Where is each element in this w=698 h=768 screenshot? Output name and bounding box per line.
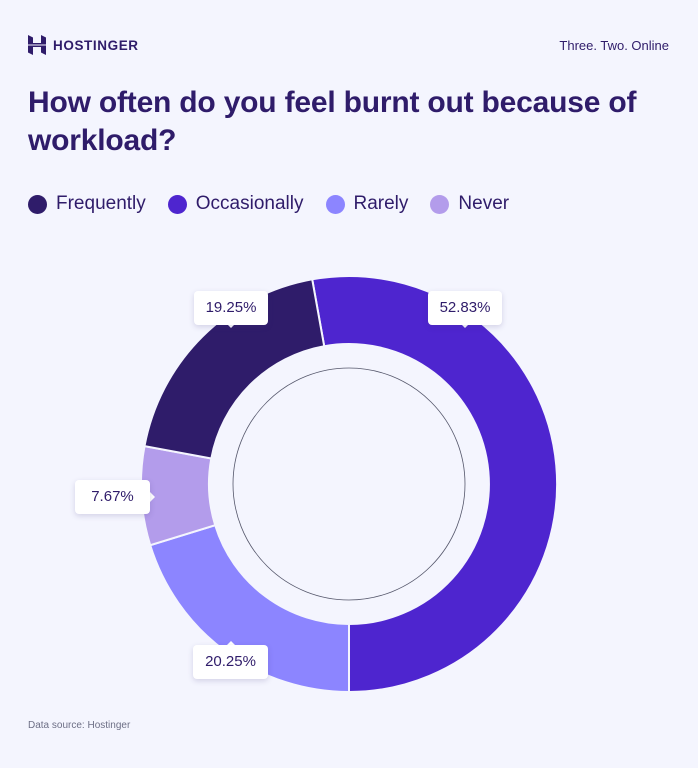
legend-swatch-rarely xyxy=(325,194,345,214)
brand-logo: HOSTINGER xyxy=(28,35,139,55)
legend-item-never: Never xyxy=(430,193,509,215)
legend-swatch-never xyxy=(430,194,450,214)
callout-pointer-never xyxy=(150,492,155,502)
legend-item-occasionally: Occasionally xyxy=(167,193,304,215)
data-label-rarely: 20.25% xyxy=(193,645,268,679)
legend-item-frequently: Frequently xyxy=(28,193,146,215)
brand-name: HOSTINGER xyxy=(53,37,139,53)
legend-label: Frequently xyxy=(56,193,146,214)
chart-legend: Frequently Occasionally Rarely Never xyxy=(28,193,531,215)
tagline: Three. Two. Online xyxy=(559,38,669,53)
legend-swatch-occasionally xyxy=(167,194,187,214)
callout-pointer-rarely xyxy=(226,641,236,646)
hostinger-logo-icon xyxy=(28,35,46,55)
data-label-occasionally: 52.83% xyxy=(428,291,502,325)
legend-label: Occasionally xyxy=(195,193,304,214)
legend-label: Never xyxy=(458,193,510,214)
data-label-never: 7.67% xyxy=(75,480,150,514)
legend-label: Rarely xyxy=(353,193,409,214)
data-label-frequently: 19.25% xyxy=(194,291,268,325)
chart-title: How often do you feel burnt out because … xyxy=(28,86,637,157)
inner-ring-outline xyxy=(232,367,466,601)
legend-swatch-frequently xyxy=(28,194,47,214)
legend-item-rarely: Rarely xyxy=(325,193,409,215)
slice-occasionally xyxy=(311,275,559,694)
data-source: Data source: Hostinger xyxy=(28,720,131,731)
slice-frequently xyxy=(143,278,326,460)
